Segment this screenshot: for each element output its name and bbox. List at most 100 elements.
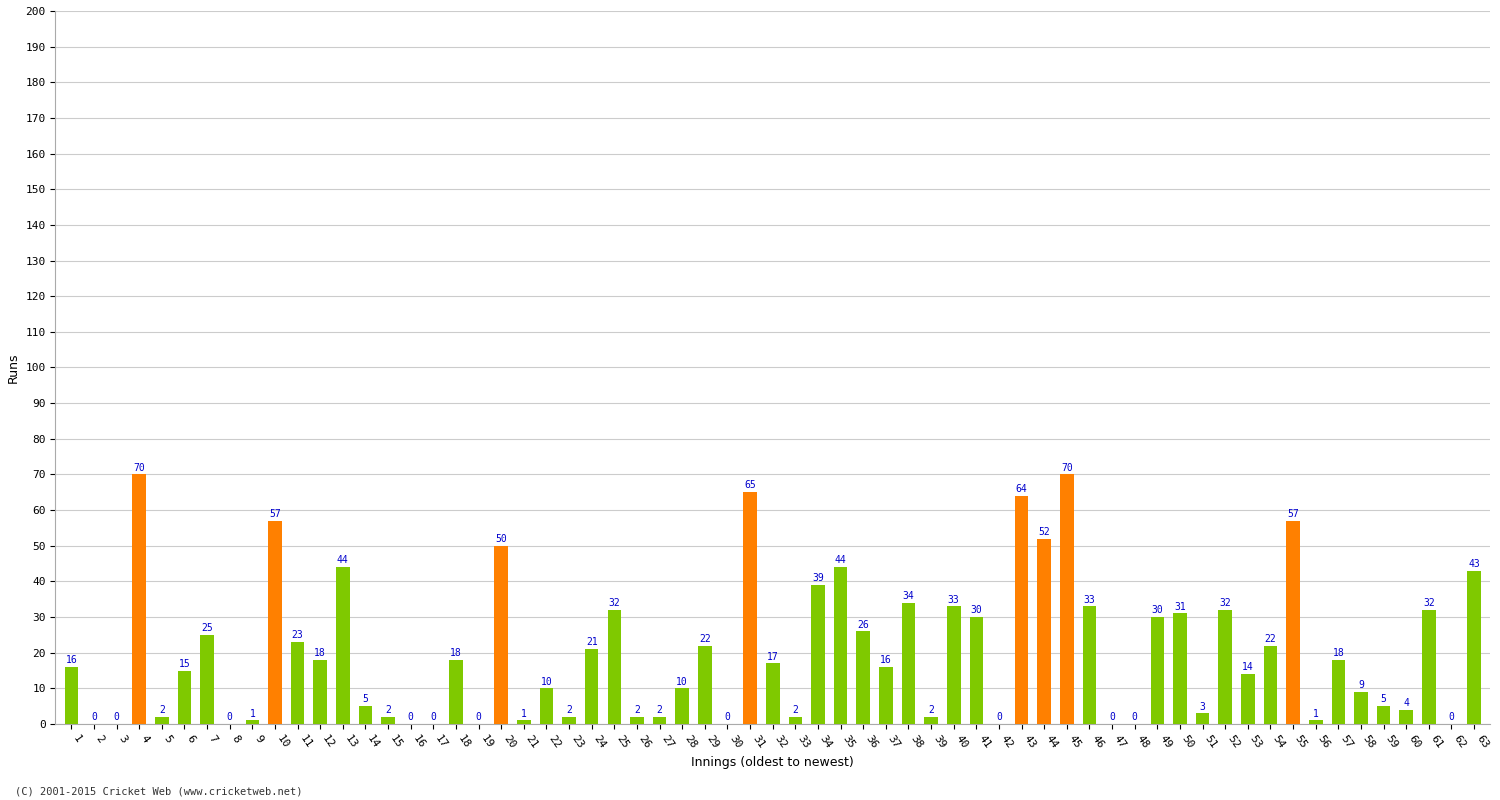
Text: 4: 4 [1404,698,1408,708]
Text: 0: 0 [1108,712,1114,722]
Bar [789,717,802,724]
Bar [540,688,554,724]
Text: 10: 10 [540,677,552,686]
Bar [246,721,259,724]
Bar [698,646,711,724]
Text: 34: 34 [903,591,915,601]
Text: 18: 18 [1332,648,1344,658]
Text: 52: 52 [1038,527,1050,537]
Bar [1016,496,1029,724]
Bar [1083,606,1096,724]
Bar [1467,570,1480,724]
Text: 2: 2 [386,705,392,715]
Bar [652,717,666,724]
Bar [336,567,350,724]
X-axis label: Innings (oldest to newest): Innings (oldest to newest) [692,756,853,769]
Bar [518,721,531,724]
Bar [946,606,960,724]
Text: 57: 57 [1287,509,1299,519]
Text: 2: 2 [159,705,165,715]
Bar [585,649,598,724]
Text: 21: 21 [586,638,597,647]
Text: 32: 32 [1220,598,1232,608]
Text: 5: 5 [1380,694,1386,704]
Text: 15: 15 [178,658,190,669]
Text: 30: 30 [1152,606,1162,615]
Bar [675,688,688,724]
Bar [314,660,327,724]
Text: 18: 18 [450,648,462,658]
Bar [879,667,892,724]
Bar [1354,692,1368,724]
Text: 2: 2 [657,705,663,715]
Text: 16: 16 [880,655,891,665]
Bar [1400,710,1413,724]
Text: 22: 22 [699,634,711,644]
Bar [1218,610,1231,724]
Bar [834,567,848,724]
Text: 0: 0 [1132,712,1137,722]
Text: 2: 2 [928,705,934,715]
Text: 1: 1 [520,709,526,718]
Text: 65: 65 [744,481,756,490]
Bar [1263,646,1278,724]
Text: 0: 0 [996,712,1002,722]
Text: 18: 18 [315,648,326,658]
Text: 5: 5 [363,694,369,704]
Text: 2: 2 [792,705,798,715]
Text: 70: 70 [1060,462,1072,473]
Bar [1196,714,1209,724]
Text: 22: 22 [1264,634,1276,644]
Text: 57: 57 [268,509,280,519]
Text: 2: 2 [634,705,640,715]
Bar [1310,721,1323,724]
Bar [1060,474,1074,724]
Text: 32: 32 [609,598,619,608]
Text: 0: 0 [114,712,120,722]
Bar [1150,617,1164,724]
Bar [924,717,938,724]
Bar [766,663,780,724]
Text: 0: 0 [92,712,98,722]
Text: 44: 44 [834,555,846,566]
Text: 33: 33 [948,594,960,605]
Bar [562,717,576,724]
Text: 14: 14 [1242,662,1254,672]
Text: 23: 23 [291,630,303,640]
Bar [154,717,168,724]
Bar [201,635,214,724]
Bar [1173,614,1186,724]
Bar [969,617,982,724]
Text: 30: 30 [970,606,982,615]
Bar [630,717,644,724]
Text: 44: 44 [338,555,348,566]
Bar [381,717,394,724]
Text: 70: 70 [134,462,146,473]
Text: 9: 9 [1358,680,1364,690]
Bar [1240,674,1254,724]
Bar [1287,521,1300,724]
Text: 0: 0 [476,712,482,722]
Text: (C) 2001-2015 Cricket Web (www.cricketweb.net): (C) 2001-2015 Cricket Web (www.cricketwe… [15,786,303,796]
Bar [856,631,870,724]
Text: 1: 1 [1312,709,1318,718]
Text: 26: 26 [858,619,868,630]
Bar [1332,660,1346,724]
Text: 25: 25 [201,623,213,633]
Text: 33: 33 [1083,594,1095,605]
Bar [132,474,146,724]
Text: 39: 39 [812,573,824,583]
Bar [608,610,621,724]
Bar [1377,706,1390,724]
Text: 50: 50 [495,534,507,544]
Bar [902,602,915,724]
Text: 17: 17 [766,651,778,662]
Text: 0: 0 [430,712,436,722]
Text: 3: 3 [1200,702,1206,711]
Bar [1422,610,1436,724]
Bar [744,492,758,724]
Text: 0: 0 [408,712,414,722]
Bar [448,660,462,724]
Text: 0: 0 [1449,712,1455,722]
Bar [291,642,304,724]
